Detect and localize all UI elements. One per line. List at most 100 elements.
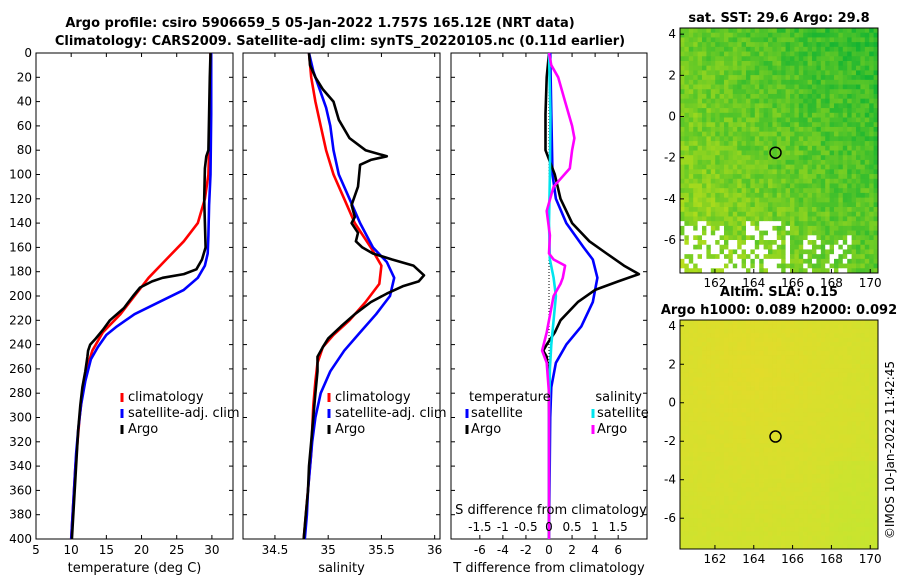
y-tick-label: 2 <box>668 68 676 82</box>
argo-position-marker <box>769 146 782 159</box>
heatmap-cell <box>741 456 747 462</box>
heatmap-cell <box>732 65 738 71</box>
heatmap-cell <box>693 131 698 137</box>
heatmap-cell <box>697 249 703 255</box>
heatmap-cell <box>732 320 738 325</box>
y-tick-label: 4 <box>668 319 676 333</box>
heatmap-cell <box>820 474 826 479</box>
heatmap-cell <box>741 478 747 484</box>
heatmap-cell <box>776 425 782 431</box>
difference-panel: -6 -4 -2 0 2 4 6T difference from climatologyt… <box>450 52 649 576</box>
heatmap-cell <box>869 425 874 431</box>
heatmap-cell <box>754 337 760 343</box>
heatmap-cell <box>763 216 769 222</box>
heatmap-cell <box>715 46 720 52</box>
heatmap-cell <box>680 65 685 71</box>
heatmap-cell <box>719 416 725 422</box>
heatmap-cell <box>715 159 720 166</box>
heatmap-cell <box>750 145 756 151</box>
heatmap-cell <box>847 522 852 528</box>
heatmap-cell <box>829 386 835 391</box>
heatmap-cell <box>842 60 848 67</box>
heatmap-cell <box>812 249 817 255</box>
heatmap-cell <box>794 346 800 352</box>
heatmap-cell <box>812 254 817 260</box>
heatmap-cell <box>807 518 813 523</box>
heatmap-cell <box>838 509 844 515</box>
heatmap-cell <box>763 482 769 488</box>
heatmap-cell <box>763 425 769 431</box>
heatmap-cell <box>710 469 716 475</box>
heatmap-cell <box>754 447 760 453</box>
heatmap-cell <box>838 93 844 100</box>
heatmap-cell <box>754 103 760 109</box>
heatmap-cell <box>856 320 861 325</box>
heatmap-cell <box>728 364 734 369</box>
heatmap-cell <box>869 169 874 175</box>
heatmap-cell <box>719 526 725 532</box>
heatmap-cell <box>680 342 685 347</box>
heatmap-cell <box>825 230 830 236</box>
heatmap-cell <box>781 263 786 269</box>
heatmap-cell <box>798 145 804 151</box>
heatmap-cell <box>807 28 813 34</box>
heatmap-cell <box>710 141 716 147</box>
heatmap-cell <box>803 51 808 57</box>
heatmap-cell <box>794 320 800 325</box>
heatmap-cell <box>772 544 778 550</box>
heatmap-cell <box>737 478 742 484</box>
heatmap-cell <box>697 386 703 391</box>
heatmap-cell <box>812 46 817 52</box>
heatmap-cell <box>746 372 751 378</box>
heatmap-cell <box>697 145 703 151</box>
heatmap-cell <box>873 79 879 85</box>
heatmap-cell <box>732 244 738 250</box>
heatmap-cell <box>724 240 729 246</box>
heatmap-cell <box>847 416 852 422</box>
heatmap-cell <box>838 225 844 231</box>
y-tick-label: 0 <box>668 110 676 124</box>
heatmap-cell <box>834 381 839 387</box>
heatmap-cell <box>724 390 729 396</box>
heatmap-cell <box>851 386 857 391</box>
heatmap-cell <box>706 399 712 405</box>
heatmap-cell <box>776 235 782 241</box>
heatmap-cell <box>710 230 716 236</box>
heatmap-cell <box>741 98 747 104</box>
heatmap-cell <box>759 381 764 387</box>
heatmap-cell <box>710 178 716 184</box>
heatmap-cell <box>724 136 729 142</box>
heatmap-cell <box>768 500 773 506</box>
heatmap-cell <box>825 482 830 488</box>
heatmap-cell <box>741 60 747 67</box>
heatmap-cell <box>873 75 879 81</box>
series-line <box>69 53 213 540</box>
heatmap-cell <box>856 386 861 391</box>
heatmap-cell <box>820 421 826 427</box>
heatmap-cell <box>776 416 782 422</box>
heatmap-cell <box>803 37 808 43</box>
heatmap-cell <box>719 126 725 133</box>
heatmap-cell <box>856 84 861 90</box>
heatmap-cell <box>719 518 725 523</box>
heatmap-cell <box>864 337 870 343</box>
heatmap-cell <box>693 65 698 71</box>
heatmap-cell <box>820 225 826 231</box>
heatmap-cell <box>702 197 707 203</box>
heatmap-cell <box>873 412 879 418</box>
heatmap-cell <box>715 98 720 104</box>
heatmap-cell <box>768 192 773 199</box>
heatmap-cell <box>724 333 729 339</box>
heatmap-cell <box>693 465 698 471</box>
heatmap-cell <box>847 544 852 550</box>
heatmap-cell <box>706 328 712 334</box>
heatmap-cell <box>776 333 782 339</box>
heatmap-cell <box>693 60 698 67</box>
heatmap-cell <box>741 216 747 222</box>
imos-watermark: ©IMOS 10-Jan-2022 11:42:45 <box>883 361 897 539</box>
heatmap-cell <box>741 386 747 391</box>
heatmap-cell <box>829 136 835 142</box>
heatmap-cell <box>693 225 698 231</box>
heatmap-cell <box>807 504 813 510</box>
heatmap-cell <box>746 328 751 334</box>
